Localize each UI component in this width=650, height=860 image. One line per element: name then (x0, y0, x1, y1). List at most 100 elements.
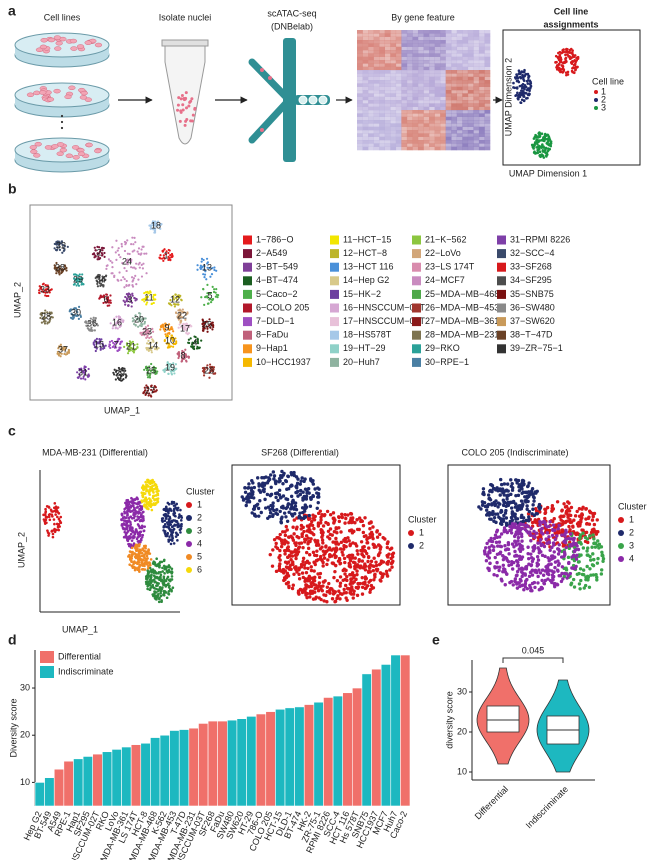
heat-cell (401, 113, 408, 117)
cell-dot (251, 507, 256, 511)
cell-dot (123, 301, 127, 304)
cell-dot (346, 536, 350, 540)
cell-dot (304, 579, 308, 583)
heat-cell (445, 50, 452, 54)
heat-cell (462, 130, 469, 134)
cell-dot (133, 532, 137, 536)
cell-dot (334, 536, 338, 541)
cell-dot (174, 303, 178, 306)
heat-cell (456, 36, 463, 41)
cell-dot (174, 311, 178, 314)
heat-cell (484, 120, 491, 124)
cell-dot (584, 507, 588, 511)
cell-dot (151, 220, 155, 223)
cell-dot (172, 330, 175, 333)
cell-dot (499, 482, 504, 487)
cell-dot (562, 514, 566, 518)
cell-dot (136, 553, 139, 556)
cell-dot (78, 277, 81, 281)
heat-cell (412, 90, 419, 94)
cell-dot (281, 482, 285, 486)
heat-cell (406, 146, 413, 151)
ellipsis-dot (60, 114, 64, 118)
heat-cell (429, 126, 435, 131)
heat-cell (384, 116, 391, 121)
dot (535, 146, 538, 149)
legend-swatch (497, 249, 506, 259)
heat-cell (406, 130, 413, 134)
legend-dot (618, 530, 624, 536)
cell-dot (271, 501, 275, 505)
heat-cell (473, 103, 480, 107)
heat-cell (467, 33, 474, 37)
cell-dot (360, 585, 365, 589)
cell-dot (48, 321, 51, 324)
heat-cell (390, 116, 397, 121)
cell-dot (307, 491, 311, 495)
heat-cell (357, 123, 363, 127)
cell-dot (279, 517, 284, 521)
cell-dot (58, 345, 61, 348)
cell-dot (93, 346, 96, 349)
heat-cell (445, 76, 452, 81)
heat-cell (456, 83, 463, 87)
cell (56, 151, 64, 157)
dot (543, 139, 546, 143)
heat-cell (373, 76, 380, 81)
cell-dot (100, 295, 103, 299)
cell-dot (176, 315, 179, 318)
heat-cell (406, 53, 413, 57)
heat-cell (445, 120, 452, 124)
heat-cell (368, 80, 374, 84)
nucleus (179, 97, 183, 101)
cell-dot (299, 562, 304, 567)
cell-dot (289, 507, 293, 511)
heat-cell (406, 110, 413, 114)
cell-dot (115, 239, 118, 242)
cell-dot (185, 328, 188, 332)
cell-dot (150, 573, 153, 577)
cell-dot (131, 499, 135, 503)
heat-cell (462, 53, 469, 57)
cell-dot (583, 583, 588, 588)
heat-cell (451, 70, 458, 74)
dot (533, 135, 537, 139)
heat-cell (484, 143, 491, 147)
cell-dot (136, 250, 139, 253)
cell-dot (135, 518, 139, 522)
axis-label: UMAP_1 (104, 405, 140, 415)
cell-dot (290, 554, 295, 558)
heat-cell (406, 140, 413, 144)
nucleus (191, 113, 195, 117)
cell (68, 85, 76, 91)
heat-cell (462, 83, 469, 87)
bead (260, 68, 264, 72)
heat-cell (440, 133, 446, 137)
cell-dot (54, 505, 58, 509)
cell-dot (243, 490, 248, 494)
cell-dot (140, 252, 143, 255)
cell-dot (149, 394, 152, 397)
heat-cell (401, 100, 408, 104)
cell-dot (127, 292, 130, 295)
heat-cell (440, 56, 446, 61)
heat-cell (395, 136, 402, 141)
cell-dot (61, 270, 64, 274)
cell-dot (132, 561, 135, 564)
cell-dot (173, 372, 176, 375)
cell-dot (291, 525, 295, 529)
cell-dot (312, 561, 317, 565)
cell-dot (63, 264, 66, 267)
cell-dot (285, 519, 290, 523)
cell-dot (302, 563, 307, 567)
cell-dot (101, 347, 105, 350)
cell-dot (386, 555, 390, 559)
heat-cell (484, 63, 491, 67)
cell-dot (340, 512, 344, 516)
cell-dot (153, 390, 156, 393)
cluster-id: 34 (96, 274, 106, 284)
heat-cell (373, 110, 380, 114)
cell-dot (319, 530, 324, 535)
cell-dot (179, 315, 182, 319)
cell-dot (326, 521, 330, 526)
